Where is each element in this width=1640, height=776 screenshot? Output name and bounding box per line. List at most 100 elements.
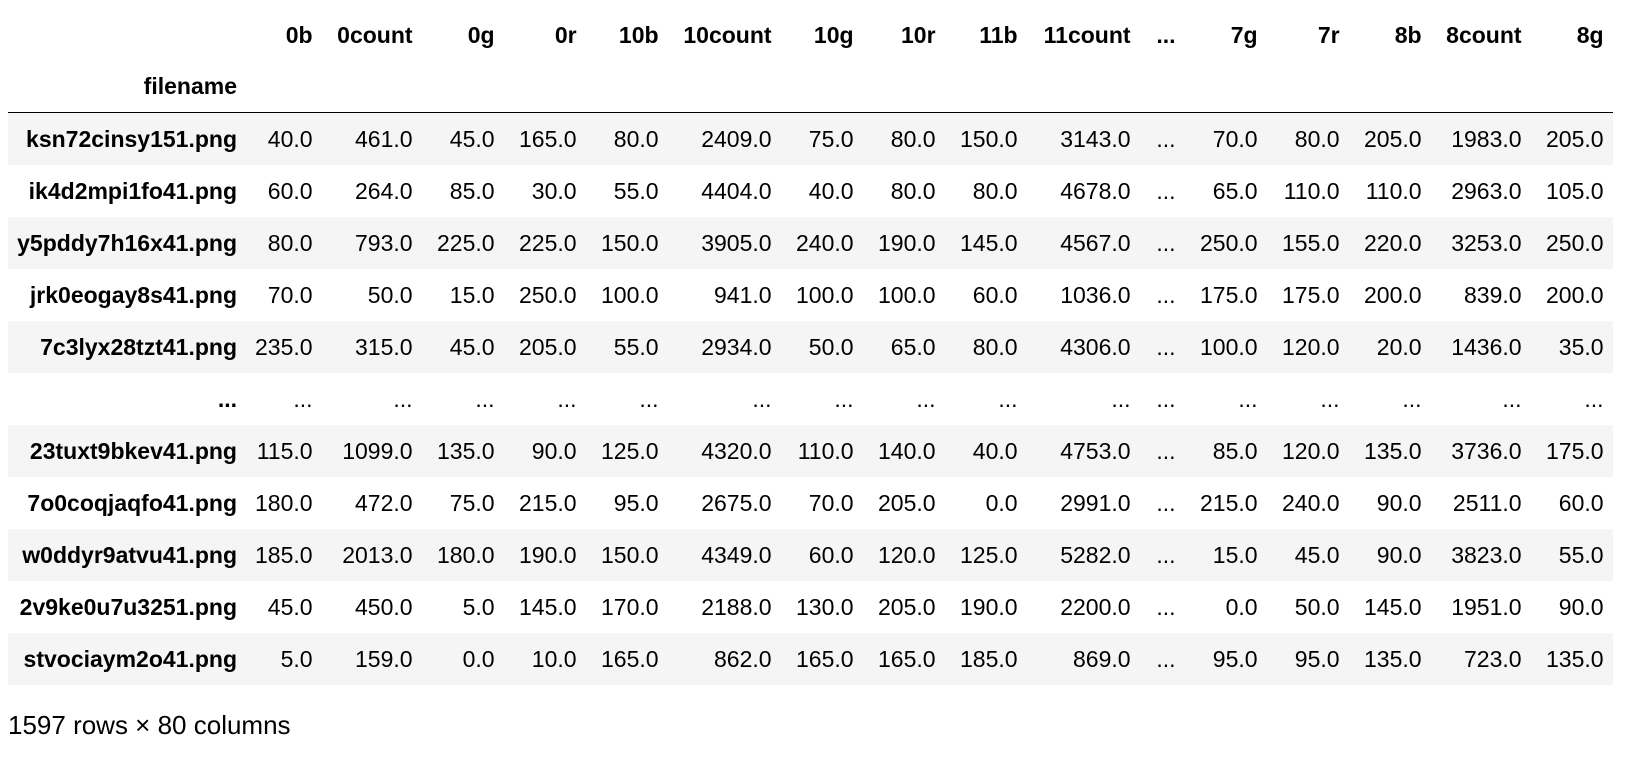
- table-cell: 60.0: [1558, 489, 1604, 516]
- table-cell: 862.0: [714, 645, 772, 672]
- column-header: 0r: [554, 21, 577, 48]
- column-header: 0b: [285, 21, 313, 48]
- table-cell: 5.0: [280, 645, 313, 672]
- empty-header-cell: [1140, 60, 1185, 113]
- table-cell: 150.0: [960, 125, 1018, 152]
- table-cell: ...: [1238, 385, 1258, 412]
- table-cell: 2511.0: [1452, 489, 1522, 516]
- table-cell: 1436.0: [1451, 333, 1522, 360]
- table-cell: 250.0: [519, 281, 577, 308]
- table-cell: ...: [1156, 333, 1176, 360]
- column-header: 8b: [1394, 21, 1422, 48]
- table-cell: 3823.0: [1451, 541, 1522, 568]
- table-cell: 115.0: [256, 437, 313, 464]
- table-cell: 90.0: [1376, 489, 1422, 516]
- table-row: w0ddyr9atvu41.png 185.0 2013.0 180.0 190.0 15…: [8, 529, 1613, 581]
- table-cell: 120.0: [1282, 437, 1340, 464]
- table-cell: 185.0: [255, 541, 313, 568]
- table-cell: 155.0: [1282, 229, 1340, 256]
- table-cell: 170.0: [601, 593, 659, 620]
- row-index-label: jrk0eogay8s41.png: [29, 281, 237, 308]
- empty-header-cell: [863, 60, 945, 113]
- empty-header-cell: [1349, 60, 1431, 113]
- table-cell: 5.0: [462, 593, 495, 620]
- table-cell: ...: [1156, 593, 1176, 620]
- table-cell: 205.0: [519, 333, 577, 360]
- table-cell: 150.0: [601, 541, 659, 568]
- table-cell: 50.0: [808, 333, 854, 360]
- table-cell: 165.0: [519, 125, 577, 152]
- table-cell: 45.0: [267, 593, 313, 620]
- table-cell: 2409.0: [701, 125, 772, 152]
- table-cell: 145.0: [519, 593, 577, 620]
- table-cell: 40.0: [972, 437, 1018, 464]
- table-cell: 50.0: [367, 281, 413, 308]
- table-cell: 120.0: [878, 541, 936, 568]
- table-cell: 941.0: [714, 281, 772, 308]
- table-cell: 110.0: [1365, 177, 1422, 204]
- table-cell: 235.0: [255, 333, 313, 360]
- row-index-label: 7o0coqjaqfo41.png: [27, 489, 237, 516]
- table-cell: 0.0: [462, 645, 495, 672]
- table-cell: 264.0: [355, 177, 413, 204]
- table-cell: 220.0: [1364, 229, 1422, 256]
- empty-header-cell: [586, 60, 668, 113]
- table-cell: 723.0: [1464, 645, 1522, 672]
- table-cell: 135.0: [1364, 437, 1422, 464]
- row-index-label: 23tuxt9bkev41.png: [29, 437, 237, 464]
- table-cell: 165.0: [878, 645, 936, 672]
- table-cell: 65.0: [1212, 177, 1258, 204]
- table-cell: 40.0: [808, 177, 854, 204]
- table-cell: 1983.0: [1451, 125, 1522, 152]
- table-cell: 95.0: [1294, 645, 1340, 672]
- table-cell: 250.0: [1546, 229, 1604, 256]
- table-cell: 793.0: [355, 229, 413, 256]
- table-cell: 175.0: [1546, 437, 1604, 464]
- table-cell: 4349.0: [701, 541, 772, 568]
- table-cell: 85.0: [449, 177, 495, 204]
- column-header: 8g: [1576, 21, 1604, 48]
- dataframe-output: 0b 0count 0g 0r 10b 10count 10g 10r 11b …: [8, 10, 1640, 685]
- table-cell: ...: [1156, 645, 1176, 672]
- table-row: y5pddy7h16x41.png 80.0 793.0 225.0 225.0 150.…: [8, 217, 1613, 269]
- table-cell: 165.0: [601, 645, 659, 672]
- table-cell: 110.0: [797, 437, 854, 464]
- table-cell: 60.0: [267, 177, 313, 204]
- row-index-label: y5pddy7h16x41.png: [17, 229, 237, 256]
- table-cell: 85.0: [1212, 437, 1258, 464]
- empty-header-cell: [1267, 60, 1349, 113]
- table-cell: 2013.0: [342, 541, 413, 568]
- table-cell: 140.0: [878, 437, 936, 464]
- table-cell: ...: [1156, 177, 1176, 204]
- table-cell: ...: [1111, 385, 1131, 412]
- table-cell: ...: [1502, 385, 1522, 412]
- empty-header-cell: [1431, 60, 1531, 113]
- table-cell: 5282.0: [1060, 541, 1131, 568]
- table-cell: 120.0: [1282, 333, 1340, 360]
- table-cell: ...: [916, 385, 936, 412]
- table-cell: 70.0: [1212, 125, 1258, 152]
- table-cell: 461.0: [355, 125, 413, 152]
- table-cell: 225.0: [519, 229, 577, 256]
- table-cell: 200.0: [1546, 281, 1604, 308]
- table-cell: 450.0: [355, 593, 413, 620]
- table-cell: 472.0: [355, 489, 413, 516]
- table-cell: 90.0: [1558, 593, 1604, 620]
- table-cell: 1036.0: [1060, 281, 1131, 308]
- table-cell: 100.0: [796, 281, 854, 308]
- table-cell: 80.0: [890, 177, 936, 204]
- empty-header-cell: [1531, 60, 1613, 113]
- column-header: 10g: [813, 21, 854, 48]
- column-header-row: 0b 0count 0g 0r 10b 10count 10g 10r 11b …: [8, 10, 1613, 60]
- table-cell: 175.0: [1200, 281, 1258, 308]
- table-cell: 2963.0: [1451, 177, 1522, 204]
- table-cell: 80.0: [1294, 125, 1340, 152]
- table-cell: 869.0: [1073, 645, 1131, 672]
- table-cell: 80.0: [972, 177, 1018, 204]
- table-cell: 240.0: [1282, 489, 1340, 516]
- table-cell: 135.0: [1364, 645, 1422, 672]
- table-cell: 75.0: [449, 489, 495, 516]
- table-cell: 80.0: [613, 125, 659, 152]
- table-cell: 80.0: [972, 333, 1018, 360]
- table-cell: 215.0: [1200, 489, 1258, 516]
